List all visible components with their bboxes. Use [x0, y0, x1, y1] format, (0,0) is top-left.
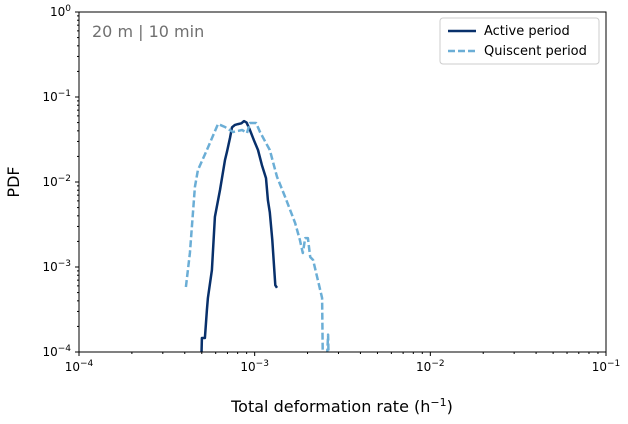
y-axis-label: PDF [4, 166, 23, 197]
legend-label-quiescent: Quiscent period [484, 44, 587, 59]
y-tick-label: 10−4 [42, 344, 71, 359]
series-line-1 [184, 121, 330, 352]
legend-box [439, 17, 600, 65]
legend: Active period Quiscent period [439, 17, 600, 65]
y-tick-label: 10−2 [42, 174, 71, 189]
x-tick-label: 10−4 [65, 359, 94, 374]
annotation-label: 20 m | 10 min [92, 22, 204, 41]
series-line-0 [200, 119, 279, 352]
legend-label-active: Active period [484, 24, 570, 39]
x-tick-label: 10−1 [592, 359, 621, 374]
x-axis-label: Total deformation rate (h−1) [230, 396, 453, 416]
x-tick-label: 10−2 [416, 359, 445, 374]
y-tick-label: 100 [50, 4, 71, 19]
y-tick-label: 10−1 [42, 89, 71, 104]
x-tick-label: 10−3 [240, 359, 269, 374]
y-tick-label: 10−3 [42, 259, 71, 274]
